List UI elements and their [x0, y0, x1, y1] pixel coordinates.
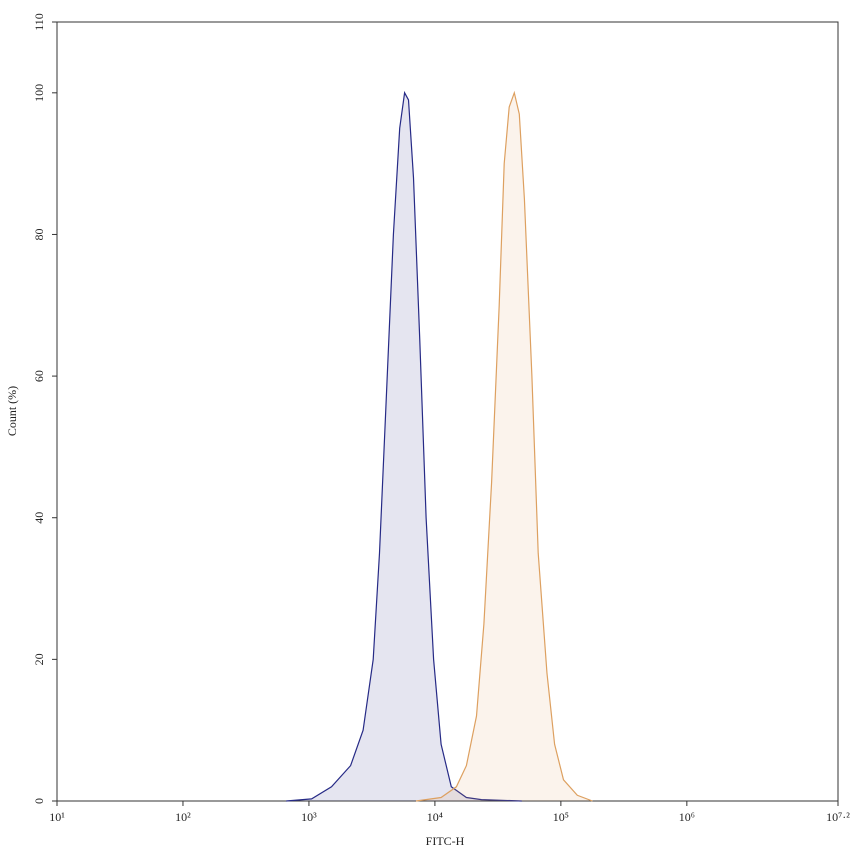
x-tick-label: 10⁵: [553, 810, 569, 824]
y-tick-label: 80: [32, 228, 46, 240]
y-axis-label: Count (%): [5, 386, 19, 436]
y-tick-label: 100: [32, 84, 46, 102]
area-fill: [416, 92, 593, 802]
y-tick-label: 110: [32, 13, 46, 31]
x-tick-label: 10⁴: [427, 810, 443, 824]
x-tick-label: 10⁷·²: [826, 810, 850, 824]
x-tick-label: 10²: [175, 810, 191, 824]
area-line: [286, 90, 522, 802]
y-tick-label: 0: [32, 798, 46, 804]
y-tick-label: 40: [32, 512, 46, 524]
x-tick-label: 10³: [301, 810, 317, 824]
area-fill: [286, 92, 522, 802]
area-line: [415, 90, 593, 802]
x-tick-label: 10⁶: [679, 810, 695, 824]
x-axis-label: FITC-H: [426, 834, 465, 848]
y-tick-label: 60: [32, 370, 46, 382]
x-tick-label: 10¹: [49, 810, 65, 824]
y-tick-label: 20: [32, 653, 46, 665]
plot-frame: [56, 21, 839, 802]
